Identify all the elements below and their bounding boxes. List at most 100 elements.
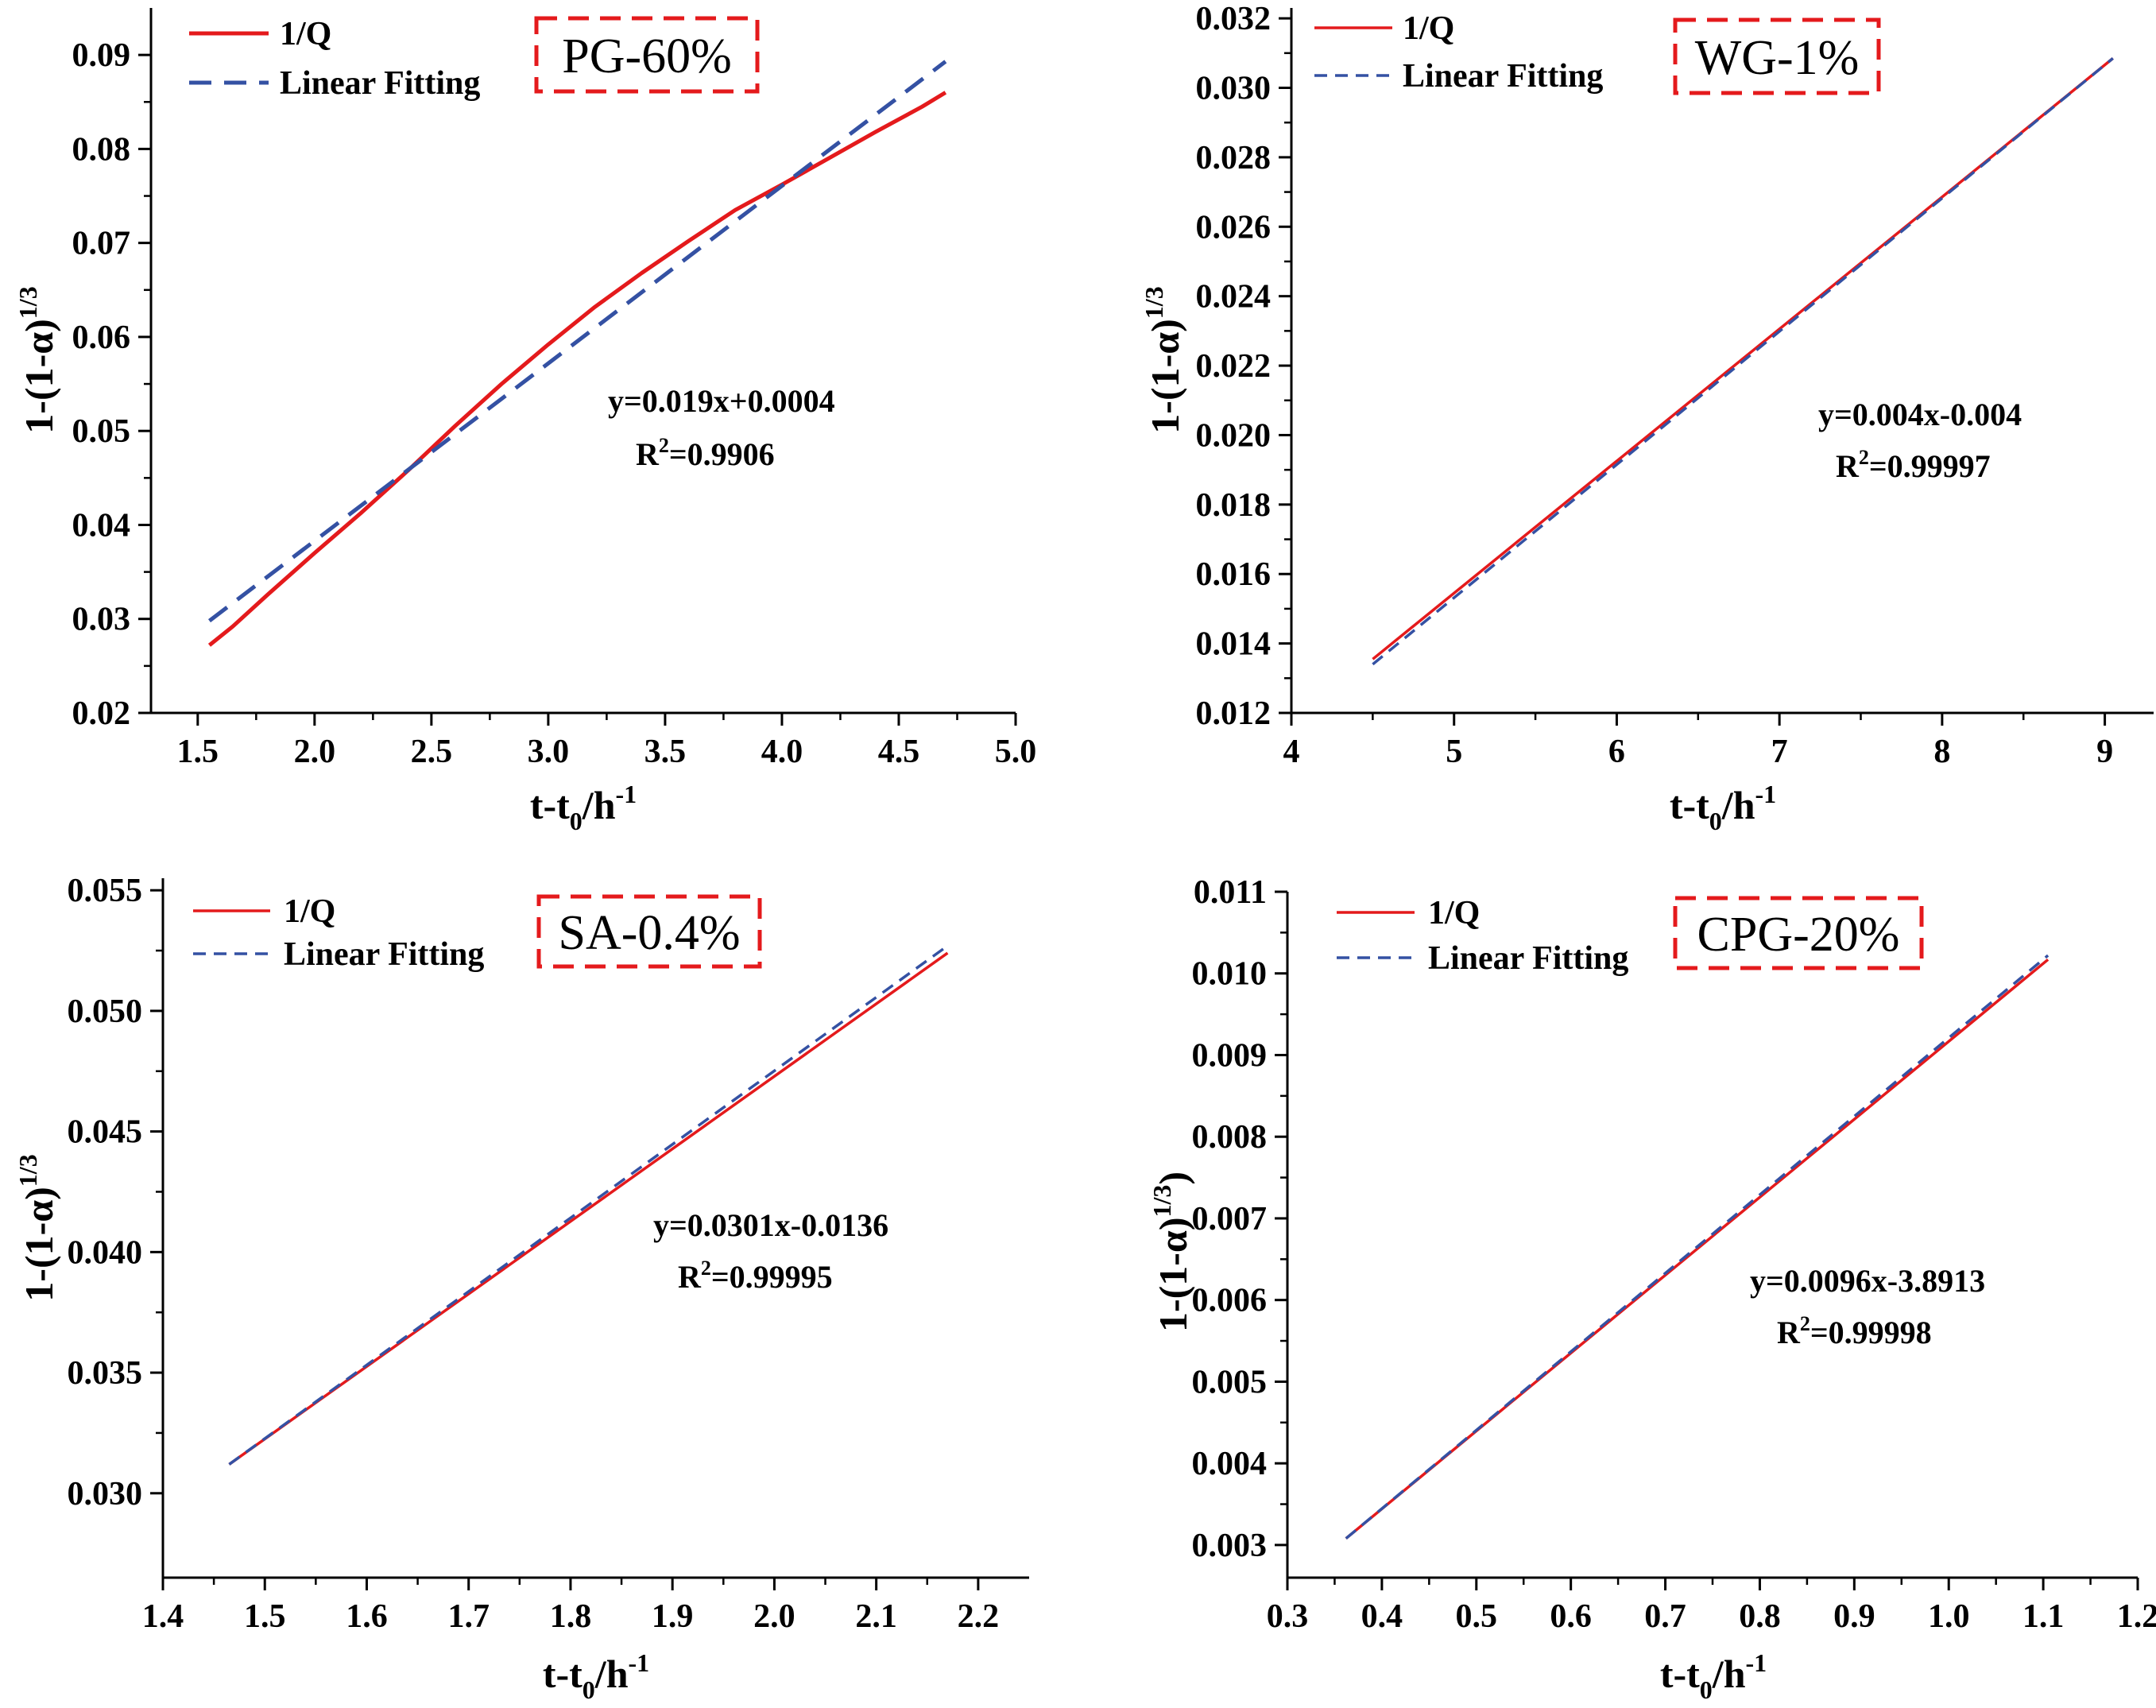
y-tick-label: 0.006	[1192, 1283, 1268, 1319]
y-tick-label: 0.026	[1196, 209, 1272, 246]
y-axis-title: 1-(1-α)1/3	[1140, 286, 1187, 433]
y-axis-title: 1-(1-α)1/3)	[1148, 1172, 1195, 1332]
y-tick-label: 0.007	[1192, 1201, 1268, 1237]
x-tick-label: 7	[1771, 734, 1788, 770]
y-tick-label: 0.02	[72, 695, 131, 732]
y-axis-title-main: 1-(1-α)	[1143, 319, 1187, 434]
series-line-measured	[207, 91, 947, 647]
y-tick-label: 0.016	[1196, 556, 1272, 593]
y-tick-label: 0.032	[1196, 1, 1272, 37]
x-tick-label: 2.1	[855, 1598, 897, 1635]
sample-tag-box	[536, 894, 762, 969]
sample-tag-box	[1673, 17, 1881, 95]
legend: 1/Q Linear Fitting	[193, 893, 484, 973]
legend: 1/Q Linear Fitting	[189, 16, 480, 102]
y-tick-label: 0.003	[1192, 1528, 1268, 1564]
sample-tag: PG-60%	[562, 29, 732, 83]
r-squared: R2=0.9906	[636, 434, 775, 472]
chart-panel-1: 1.5 2.0 2.5 3.0 3.5 4.0 4.5 5.0 0.02 0.03 0.04 0.05…	[14, 8, 1036, 835]
y-tick-label: 0.07	[72, 226, 131, 262]
y-tick-label: 0.030	[1196, 70, 1272, 107]
y-tick-label: 0.022	[1196, 348, 1272, 385]
r-squared-sup: 2	[1859, 446, 1869, 469]
legend-entry: 1/Q	[284, 893, 335, 930]
y-tick-label: 0.03	[72, 602, 131, 638]
legend-entry: Linear Fitting	[280, 65, 480, 102]
x-tick-label: 0.4	[1361, 1598, 1403, 1635]
series-line-linear-fit	[228, 944, 949, 1466]
legend-entry: 1/Q	[280, 16, 331, 52]
legend-entry: Linear Fitting	[1428, 940, 1628, 977]
x-axis-title-main: t-t	[530, 783, 570, 827]
x-axis-title-after: /h	[582, 783, 616, 827]
y-tick-label: 0.018	[1196, 487, 1272, 524]
y-tick-label: 0.055	[68, 873, 143, 909]
x-tick-label: 3.5	[644, 734, 687, 770]
x-axis-title-sup: -1	[1746, 1648, 1767, 1677]
x-tick-label: 2.0	[753, 1598, 795, 1635]
r-squared-value: =0.99998	[1810, 1315, 1932, 1350]
y-tick-label: 0.045	[68, 1114, 143, 1151]
y-tick-label: 0.014	[1196, 626, 1272, 663]
x-axis-title-after: /h	[594, 1652, 629, 1696]
y-tick-label: 0.005	[1192, 1364, 1268, 1400]
x-tick-label: 2.5	[411, 734, 453, 770]
y-axis-title-sup: 1/3	[14, 1154, 42, 1187]
legend: 1/Q Linear Fitting	[1337, 895, 1628, 977]
y-axis-title-after: )	[1151, 1172, 1195, 1185]
x-axis-title: t-t0/h-1	[530, 780, 637, 835]
chart-panel-3: 1.4 1.5 1.6 1.7 1.8 1.9 2.0 2.1 2.2 0.030 0.035 0.0…	[14, 873, 1029, 1704]
y-tick-label: 0.012	[1196, 695, 1272, 732]
x-tick-label: 9	[2096, 734, 2113, 770]
y-axis-title-main: 1-(1-α)	[17, 319, 61, 434]
r-squared: R2=0.99998	[1777, 1312, 1932, 1350]
y-axis-title-main: 1-(1-α)	[17, 1187, 61, 1302]
fit-equation: y=0.0096x-3.8913	[1750, 1263, 1985, 1299]
legend-entry: Linear Fitting	[284, 936, 484, 973]
r-squared-main: R	[678, 1259, 702, 1295]
x-tick-label: 1.8	[550, 1598, 592, 1635]
chart-panel-2: 4 5 6 7 8 9 0.012 0.014 0.016 0.018 0.020 0.022 0.02…	[1140, 1, 2154, 835]
x-tick-label: 1.6	[346, 1598, 388, 1635]
x-tick-label: 4.5	[878, 734, 920, 770]
y-tick-label: 0.06	[72, 320, 131, 356]
y-tick-label: 0.004	[1192, 1446, 1268, 1482]
r-squared-sup: 2	[701, 1257, 711, 1280]
x-axis-title-sup: -1	[616, 780, 637, 808]
sample-tag: WG-1%	[1695, 31, 1860, 85]
x-axis-title: t-t0/h-1	[543, 1648, 649, 1704]
series-line-linear-fit	[1372, 57, 2114, 666]
y-tick-label: 0.08	[72, 131, 131, 168]
x-tick-label: 4	[1283, 734, 1300, 770]
x-tick-label: 1.2	[2117, 1598, 2156, 1635]
x-tick-label: 1.5	[177, 734, 219, 770]
x-tick-label: 5.0	[995, 734, 1037, 770]
legend-entry: 1/Q	[1428, 895, 1480, 931]
y-tick-label: 0.035	[68, 1355, 143, 1392]
y-axis-title: 1-(1-α)1/3	[14, 1154, 61, 1301]
y-tick-label: 0.030	[68, 1476, 143, 1512]
x-tick-label: 0.3	[1267, 1598, 1309, 1635]
y-axis-title-sup: 1/3	[1140, 286, 1168, 319]
sample-tag: SA-0.4%	[558, 906, 740, 960]
x-tick-label: 4.0	[761, 734, 803, 770]
x-tick-label: 1.7	[447, 1598, 490, 1635]
y-tick-label: 0.05	[72, 413, 131, 450]
x-axis-title: t-t0/h-1	[1660, 1648, 1767, 1704]
x-tick-label: 6	[1608, 734, 1625, 770]
legend: 1/Q Linear Fitting	[1314, 10, 1603, 95]
series-line-linear-fit	[207, 60, 947, 623]
x-axis-title-sub: 0	[1700, 1675, 1713, 1704]
y-axis-title-sup: 1/3	[1148, 1185, 1176, 1218]
fit-equation: y=0.0301x-0.0136	[653, 1207, 888, 1243]
x-tick-label: 3.0	[528, 734, 570, 770]
sample-tag: CPG-20%	[1697, 908, 1900, 962]
fit-equation: y=0.004x-0.004	[1818, 397, 2022, 432]
x-tick-label: 0.6	[1550, 1598, 1592, 1635]
x-axis-title-sub: 0	[570, 807, 583, 835]
y-tick-label: 0.024	[1196, 279, 1272, 316]
r-squared-sup: 2	[659, 434, 669, 457]
y-axis-title-sup: 1/3	[14, 286, 42, 319]
x-axis-title-sup: -1	[629, 1648, 650, 1677]
x-tick-label: 1.5	[244, 1598, 286, 1635]
